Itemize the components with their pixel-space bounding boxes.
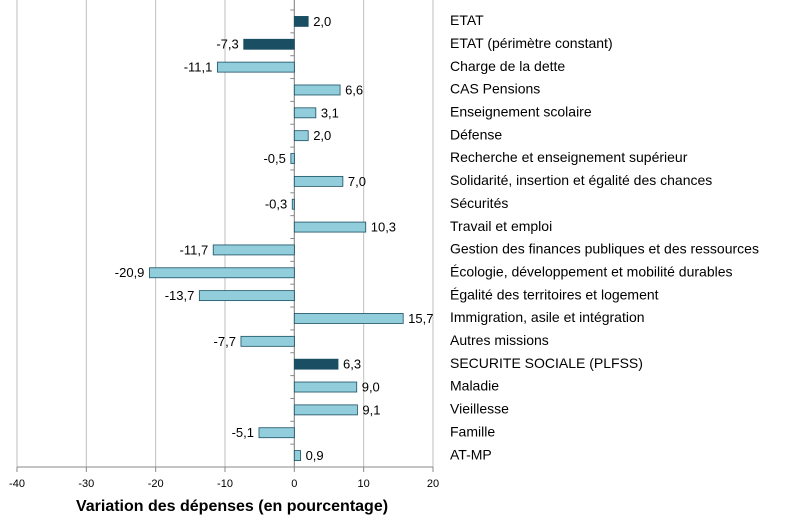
data-label: -13,7 xyxy=(165,288,195,303)
category-label: CAS Pensions xyxy=(450,81,540,97)
category-label: Gestion des finances publiques et des re… xyxy=(450,241,759,257)
category-label: Écologie, développement et mobilité dura… xyxy=(450,263,733,279)
x-axis-label: Variation des dépenses (en pourcentage) xyxy=(76,498,388,515)
category-label: Maladie xyxy=(450,378,499,394)
data-label: 3,1 xyxy=(321,105,339,120)
x-tick-label: -20 xyxy=(148,478,164,490)
x-tick-label: 10 xyxy=(358,478,370,490)
data-label: 6,3 xyxy=(343,357,361,372)
bar xyxy=(293,175,344,187)
bar xyxy=(243,38,295,50)
category-label: Vieillesse xyxy=(450,401,509,417)
bar xyxy=(293,404,358,416)
category-label: SECURITE SOCIALE (PLFSS) xyxy=(450,355,643,371)
data-label: -20,9 xyxy=(115,265,145,280)
data-label: 10,3 xyxy=(371,220,396,235)
bar xyxy=(293,450,301,461)
bar xyxy=(290,153,295,164)
bar xyxy=(293,130,309,142)
category-label: Famille xyxy=(450,423,495,439)
category-label: Immigration, asile et intégration xyxy=(450,309,645,325)
bar xyxy=(258,427,295,439)
category-label: Charge de la dette xyxy=(450,58,565,74)
bar xyxy=(293,84,341,96)
x-tick-label: -10 xyxy=(217,478,233,490)
bar xyxy=(198,290,295,302)
data-label: -7,7 xyxy=(214,334,236,349)
data-label: 15,7 xyxy=(408,311,433,326)
x-tick-label: -30 xyxy=(78,478,94,490)
x-tick-label: 0 xyxy=(291,478,297,490)
data-label: -5,1 xyxy=(232,425,254,440)
category-label: AT-MP xyxy=(450,446,492,462)
data-label: 2,0 xyxy=(313,14,331,29)
category-label: Défense xyxy=(450,126,502,142)
bar xyxy=(212,244,295,256)
data-label: -11,7 xyxy=(180,242,209,257)
bar xyxy=(293,313,404,324)
category-label: ETAT (périmètre constant) xyxy=(450,35,613,51)
category-label: ETAT xyxy=(450,12,484,28)
bar xyxy=(293,107,317,119)
data-label: 2,0 xyxy=(313,128,331,143)
category-label: Recherche et enseignement supérieur xyxy=(450,149,688,165)
data-label: 7,0 xyxy=(348,174,366,189)
bar xyxy=(216,61,295,73)
data-label: -11,1 xyxy=(184,60,213,75)
bar xyxy=(293,358,339,370)
bar xyxy=(291,198,295,210)
data-label: 6,6 xyxy=(345,82,363,97)
category-label: Sécurités xyxy=(450,195,508,211)
category-label: Autres missions xyxy=(450,332,549,348)
category-label: Travail et emploi xyxy=(450,218,552,234)
data-label: -0,3 xyxy=(265,197,287,212)
category-label: Solidarité, insertion et égalité des cha… xyxy=(450,172,712,188)
x-tick-label: 20 xyxy=(427,478,439,490)
x-tick-label: -40 xyxy=(9,478,25,490)
data-label: 9,1 xyxy=(362,402,380,417)
category-label: Enseignement scolaire xyxy=(450,104,592,120)
category-label: Égalité des territoires et logement xyxy=(450,286,659,302)
data-label: 9,0 xyxy=(362,379,380,394)
data-label: -0,5 xyxy=(263,151,285,166)
bar xyxy=(293,221,367,233)
data-label: 0,9 xyxy=(306,448,324,463)
bar xyxy=(293,16,309,27)
bar xyxy=(293,381,358,393)
data-label: -7,3 xyxy=(216,37,238,52)
bar xyxy=(240,335,295,347)
bar xyxy=(149,267,295,279)
